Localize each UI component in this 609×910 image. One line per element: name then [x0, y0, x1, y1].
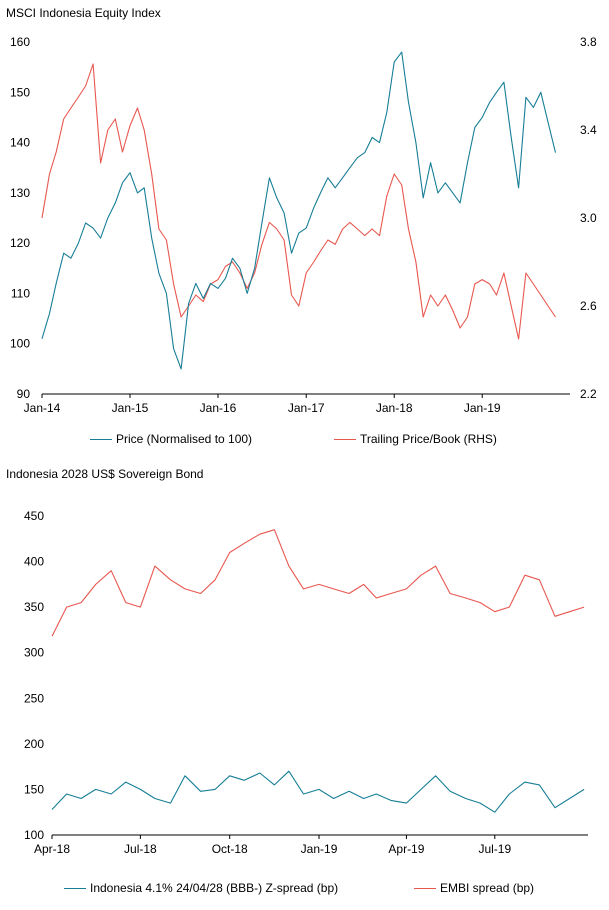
y-left-tick-label: 120 [10, 236, 30, 250]
x-tick-label: Jan-18 [376, 401, 413, 415]
series-line-zspread [51, 770, 585, 813]
x-tick-label: Jan-15 [112, 401, 149, 415]
legend-label-price-book: Trailing Price/Book (RHS) [360, 432, 497, 446]
series-line-price [41, 51, 557, 370]
x-tick-label: Jan-19 [464, 401, 501, 415]
legend-item-zspread: Indonesia 4.1% 24/04/28 (BBB-) Z-spread … [64, 881, 338, 895]
y-right-tick-label: 3.0 [580, 211, 597, 225]
x-tick-label: Jan-16 [200, 401, 237, 415]
x-tick-label: Jan-19 [301, 842, 338, 856]
legend-swatch-zspread [64, 887, 86, 889]
legend-swatch-embi [414, 887, 436, 889]
equity-chart-title: MSCI Indonesia Equity Index [6, 6, 161, 20]
y-left-tick-label: 90 [17, 387, 31, 401]
y-tick-label: 200 [24, 737, 44, 751]
x-tick-label: Jul-18 [124, 842, 157, 856]
legend-item-embi: EMBI spread (bp) [414, 881, 534, 895]
legend-swatch-price-book [334, 438, 356, 440]
x-tick-label: Oct-18 [212, 842, 248, 856]
x-tick-label: Jul-19 [478, 842, 511, 856]
y-right-tick-label: 2.6 [580, 299, 597, 313]
y-tick-label: 300 [24, 646, 44, 660]
series-line-embi [51, 529, 585, 637]
legend-item-price: Price (Normalised to 100) [90, 432, 252, 446]
sovereign-bond-chart: 100 150 200 250 300 350 400 450 Apr-18 Jul-18 Oct-… [24, 509, 588, 856]
legend-item-price-book: Trailing Price/Book (RHS) [334, 432, 497, 446]
y-right-tick-label: 3.4 [580, 123, 597, 137]
y-tick-label: 350 [24, 600, 44, 614]
x-tick-label: Jan-17 [288, 401, 325, 415]
legend-swatch-price [90, 438, 112, 440]
y-left-tick-label: 130 [10, 186, 30, 200]
y-left-tick-label: 100 [10, 337, 30, 351]
x-tick-label: Apr-18 [34, 842, 70, 856]
y-tick-label: 450 [24, 509, 44, 523]
y-tick-label: 250 [24, 691, 44, 705]
legend-label-zspread: Indonesia 4.1% 24/04/28 (BBB-) Z-spread … [90, 881, 339, 895]
y-left-tick-label: 110 [11, 286, 30, 300]
x-tick-label: Jan-14 [24, 401, 61, 415]
legend-label-embi: EMBI spread (bp) [440, 881, 535, 895]
x-tick-label: Apr-19 [388, 842, 424, 856]
y-right-tick-label: 2.2 [580, 387, 597, 401]
y-left-tick-label: 140 [10, 136, 30, 150]
y-left-tick-label: 150 [10, 85, 30, 99]
y-tick-label: 150 [24, 782, 44, 796]
y-right-tick-label: 3.8 [580, 35, 597, 49]
bond-chart-title: Indonesia 2028 US$ Sovereign Bond [6, 467, 204, 481]
legend-label-price: Price (Normalised to 100) [116, 432, 253, 446]
y-tick-label: 100 [24, 828, 44, 842]
y-tick-label: 400 [24, 555, 44, 569]
equity-index-chart: 90 100 110 120 130 140 150 160 2.2 2.6 3.0 3.4 3.8 Ja… [10, 35, 597, 415]
y-left-tick-label: 160 [10, 35, 30, 49]
series-line-price-book [41, 63, 556, 340]
